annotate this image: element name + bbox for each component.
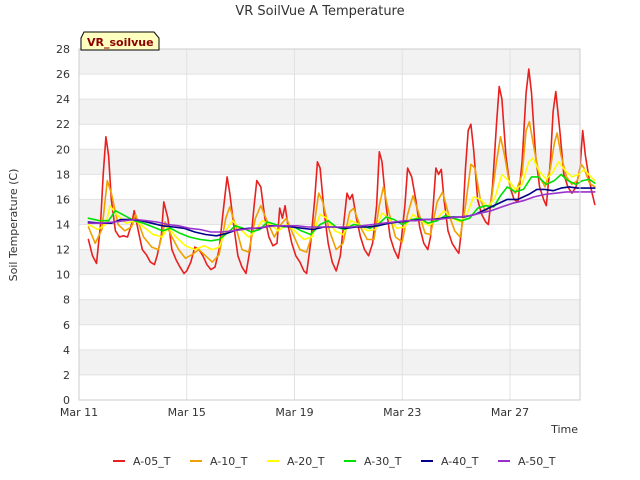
plot-band: [79, 249, 580, 275]
x-tick-label: Mar 27: [491, 406, 529, 419]
legend-label: A-30_T: [364, 455, 402, 468]
y-tick-label: 0: [63, 394, 70, 407]
y-tick-label: 10: [56, 269, 70, 282]
y-tick-label: 20: [56, 143, 70, 156]
x-tick-label: Mar 15: [168, 406, 206, 419]
series-line-a-05-t: [87, 68, 596, 275]
series-line-a-30-t: [87, 173, 596, 242]
plot-band: [79, 274, 580, 300]
plot-band: [79, 349, 580, 375]
y-tick-label: 8: [63, 294, 70, 307]
plot-band: [79, 99, 580, 125]
legend-label: A-50_T: [518, 455, 556, 468]
legend-label: A-05_T: [133, 455, 171, 468]
plot-frame: [78, 48, 581, 401]
y-tick-label: 12: [56, 244, 70, 257]
x-axis-ticks: Mar 11 Mar 15 Mar 19 Mar 23 Mar 27: [60, 406, 529, 419]
plot-band: [79, 324, 580, 350]
plot-band: [79, 49, 580, 75]
legend: A-05_T A-10_T A-20_T A-30_T A-40_T A-50_T: [113, 455, 556, 468]
plot-band: [79, 299, 580, 325]
y-tick-label: 22: [56, 118, 70, 131]
series-lines: [87, 68, 596, 275]
y-tick-label: 6: [63, 319, 70, 332]
x-tick-label: Mar 23: [383, 406, 421, 419]
plot-band: [79, 74, 580, 100]
y-tick-label: 4: [63, 344, 70, 357]
y-tick-label: 16: [56, 193, 70, 206]
legend-label: A-10_T: [210, 455, 248, 468]
y-tick-label: 24: [56, 93, 70, 106]
site-label-text: VR_soilvue: [87, 36, 154, 49]
y-tick-label: 2: [63, 369, 70, 382]
series-line-a-50-t: [87, 191, 596, 233]
legend-label: A-40_T: [441, 455, 479, 468]
x-axis-label: Time: [550, 423, 578, 436]
y-tick-label: 14: [56, 219, 70, 232]
plot-band: [79, 374, 580, 400]
series-line-a-20-t: [87, 157, 596, 251]
x-tick-label: Mar 19: [275, 406, 313, 419]
plot-area: [79, 49, 580, 400]
series-line-a-10-t: [87, 120, 596, 263]
x-tick-label: Mar 11: [60, 406, 98, 419]
chart-title: VR SoilVue A Temperature: [235, 4, 404, 19]
legend-label: A-20_T: [287, 455, 325, 468]
y-tick-label: 28: [56, 43, 70, 56]
y-tick-label: 26: [56, 68, 70, 81]
y-axis-label: Soil Temperature (C): [7, 169, 20, 282]
y-tick-label: 18: [56, 168, 70, 181]
site-label-badge: VR_soilvue: [80, 31, 160, 51]
